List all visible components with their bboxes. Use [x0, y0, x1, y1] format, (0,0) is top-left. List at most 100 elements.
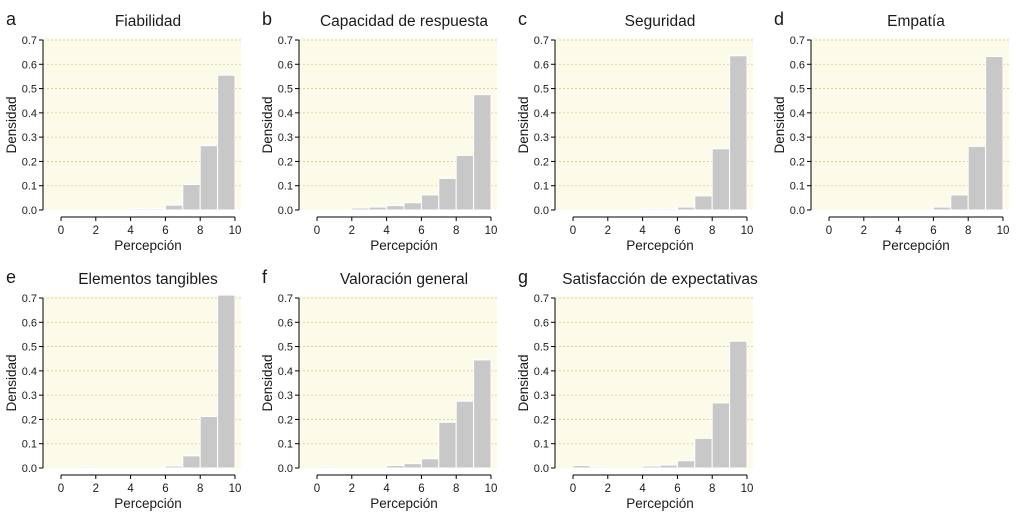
histogram-bar [438, 177, 457, 211]
y-tick-label: 0.6 [534, 59, 549, 71]
y-tick-label: 0.7 [534, 35, 549, 47]
y-tick-label: 0.7 [278, 35, 293, 47]
panel-g: 0.0 0.1 0.2 0.3 0.4 0.5 0.6 0.7 0 2 4 6 8 10 Percepció… [516, 267, 758, 511]
histogram-bar [932, 206, 952, 211]
y-tick-label: 0.0 [22, 205, 37, 217]
x-axis-label: Percepción [882, 238, 950, 253]
y-tick-label: 0.2 [534, 414, 549, 426]
histogram-bar [455, 154, 475, 211]
y-tick-label: 0.6 [534, 317, 549, 329]
panel-f: 0.0 0.1 0.2 0.3 0.4 0.5 0.6 0.7 0 2 4 6 8 10 Percepció… [260, 267, 497, 511]
panel-title: Elementos tangibles [78, 271, 218, 288]
y-tick-label: 0.4 [790, 108, 805, 120]
x-tick-label: 2 [349, 483, 355, 495]
x-axis-label: Percepción [626, 238, 694, 253]
y-tick-label: 0.1 [278, 439, 293, 451]
y-tick-label: 0.0 [534, 205, 549, 217]
x-tick-label: 2 [861, 225, 867, 237]
x-tick-label: 4 [383, 225, 390, 237]
y-tick-label: 0.1 [534, 439, 549, 451]
y-tick-label: 0.7 [790, 35, 805, 47]
histogram-bar [438, 421, 457, 469]
y-tick-label: 0.5 [278, 342, 293, 354]
histogram-bar [659, 208, 678, 211]
histogram-bar [386, 465, 405, 469]
y-tick-label: 0.6 [22, 317, 37, 329]
y-tick-label: 0.4 [278, 108, 293, 120]
x-tick-label: 10 [485, 483, 498, 495]
panel-letter: a [6, 9, 17, 29]
y-axis-label: Densidad [516, 96, 531, 153]
y-axis-label: Densidad [4, 354, 19, 411]
y-tick-label: 0.2 [790, 156, 805, 168]
x-tick-label: 10 [741, 225, 754, 237]
y-tick-label: 0.3 [22, 390, 37, 402]
histogram-bar [164, 204, 184, 211]
x-tick-label: 2 [605, 225, 611, 237]
y-tick-label: 0.3 [278, 390, 293, 402]
histogram-bar [182, 184, 201, 211]
histogram-bar [694, 437, 713, 469]
histogram-bar [77, 466, 97, 469]
x-tick-label: 10 [997, 225, 1010, 237]
y-tick-label: 0.3 [534, 390, 549, 402]
histogram-bar [351, 207, 370, 211]
histogram-bar [403, 463, 422, 469]
y-tick-label: 0.6 [278, 59, 293, 71]
x-tick-label: 0 [570, 483, 576, 495]
histogram-bar [199, 145, 219, 211]
y-tick-label: 0.7 [22, 35, 37, 47]
panel-title: Seguridad [625, 13, 696, 30]
histogram-bar [729, 55, 748, 211]
x-tick-label: 0 [58, 225, 64, 237]
histogram-bar [316, 466, 335, 469]
x-tick-label: 8 [197, 483, 203, 495]
y-tick-label: 0.2 [22, 414, 37, 426]
y-axis-label: Densidad [772, 96, 787, 153]
y-tick-label: 0.6 [278, 317, 293, 329]
y-tick-label: 0.3 [534, 132, 549, 144]
x-tick-label: 2 [605, 483, 611, 495]
histogram-bar [420, 458, 440, 469]
x-tick-label: 2 [349, 225, 355, 237]
y-tick-label: 0.1 [22, 439, 37, 451]
histogram-bar [729, 340, 748, 469]
x-tick-label: 8 [197, 225, 203, 237]
y-tick-label: 0.1 [790, 181, 805, 193]
x-tick-label: 4 [639, 225, 646, 237]
panel-letter: f [262, 267, 268, 287]
y-tick-label: 0.1 [278, 181, 293, 193]
panel-title: Capacidad de respuesta [320, 13, 488, 30]
histogram-bar [217, 74, 236, 211]
x-tick-label: 0 [570, 225, 576, 237]
x-tick-label: 6 [418, 483, 424, 495]
histogram-bar [368, 206, 388, 211]
x-tick-label: 4 [127, 483, 134, 495]
y-tick-label: 0.6 [22, 59, 37, 71]
x-tick-label: 10 [485, 225, 498, 237]
x-tick-label: 6 [674, 225, 680, 237]
histogram-bar [676, 460, 696, 469]
panel-title: Valoración general [340, 271, 468, 288]
x-tick-label: 6 [162, 225, 168, 237]
y-axis-label: Densidad [4, 96, 19, 153]
panel-e: 0.0 0.1 0.2 0.3 0.4 0.5 0.6 0.7 0 2 4 6 8 10 Percepció… [4, 267, 241, 511]
y-tick-label: 0.2 [278, 414, 293, 426]
histogram-bar [164, 465, 184, 469]
histogram-bar [711, 402, 731, 469]
y-tick-label: 0.0 [790, 205, 805, 217]
x-axis-label: Percepción [114, 238, 182, 253]
x-tick-label: 10 [741, 483, 754, 495]
histogram-bar [676, 206, 696, 211]
panel-title: Empatía [887, 13, 945, 30]
y-tick-label: 0.0 [22, 463, 37, 475]
y-tick-label: 0.5 [278, 84, 293, 96]
y-tick-label: 0.0 [278, 205, 293, 217]
x-tick-label: 6 [930, 225, 936, 237]
histogram-bar [217, 294, 236, 469]
histogram-bar [967, 145, 987, 211]
y-tick-label: 0.4 [22, 366, 37, 378]
y-tick-label: 0.4 [534, 366, 549, 378]
panel-title: Fiabilidad [115, 13, 181, 30]
